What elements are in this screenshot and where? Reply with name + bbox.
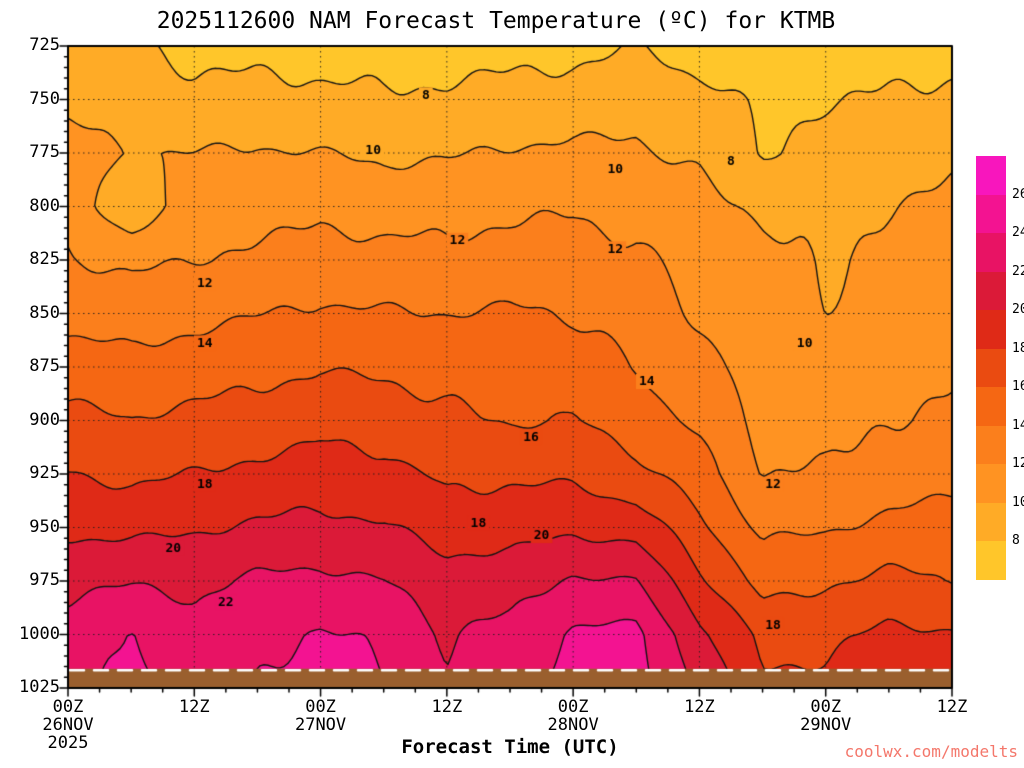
colorbar-band [976,156,1006,195]
x-date-label: 27NOV [294,715,347,735]
colorbar-band [976,310,1006,349]
y-tick-label: 825 [29,249,60,269]
colorbar-tick-label: 26 [1012,186,1024,202]
colorbar-tick-label: 22 [1012,263,1024,279]
y-tick-label: 850 [29,302,60,323]
x-tick-label: 00Z [305,697,336,717]
colorbar-tick-label: 20 [1012,302,1024,317]
y-tick-label: 775 [29,142,60,162]
colorbar-tick-label: 8 [1012,533,1020,548]
colorbar-band [976,194,1006,233]
colorbar-band [976,502,1006,541]
x-tick-label: 12Z [936,697,968,717]
watermark-link[interactable]: coolwx.com/modelts [844,742,1018,761]
colorbar-band [976,233,1006,272]
y-tick-label: 950 [29,516,60,537]
x-year-label: 2025 [47,733,89,753]
colorbar-band [976,387,1006,426]
colorbar-tick-label: 12 [1012,456,1024,471]
y-tick-label: 875 [29,356,60,376]
x-tick-label: 12Z [431,697,463,717]
x-date-label: 26NOV [42,715,94,735]
y-tick-label: 900 [29,409,60,430]
colorbar-tick-label: 10 [1012,494,1024,510]
colorbar-band [976,271,1006,310]
y-tick-label: 1000 [19,623,60,644]
y-tick-label: 1025 [19,677,60,697]
x-axis-title: Forecast Time (UTC) [401,736,619,758]
colorbar-tick-label: 18 [1012,340,1024,356]
x-tick-label: 00Z [557,697,589,717]
colorbar-tick-label: 24 [1012,225,1024,240]
x-tick-label: 00Z [810,697,842,717]
x-tick-label: 12Z [178,697,210,717]
colorbar-band [976,425,1006,464]
y-tick-label: 800 [29,195,60,216]
x-tick-label: 00Z [52,697,84,717]
y-tick-label: 925 [29,463,60,483]
colorbar-band [976,348,1006,387]
y-tick-label: 725 [29,35,60,55]
x-date-label: 28NOV [547,715,599,735]
colorbar-tick-label: 16 [1012,379,1024,394]
chart-title: 2025112600 NAM Forecast Temperature (ºC)… [156,8,836,34]
x-tick-label: 12Z [684,697,715,717]
colorbar-tick-label: 14 [1012,417,1024,433]
colorbar-band [976,541,1006,580]
y-tick-label: 750 [29,88,60,109]
x-date-label: 29NOV [800,715,852,735]
colorbar-band [976,464,1006,503]
y-tick-label: 975 [29,570,60,590]
